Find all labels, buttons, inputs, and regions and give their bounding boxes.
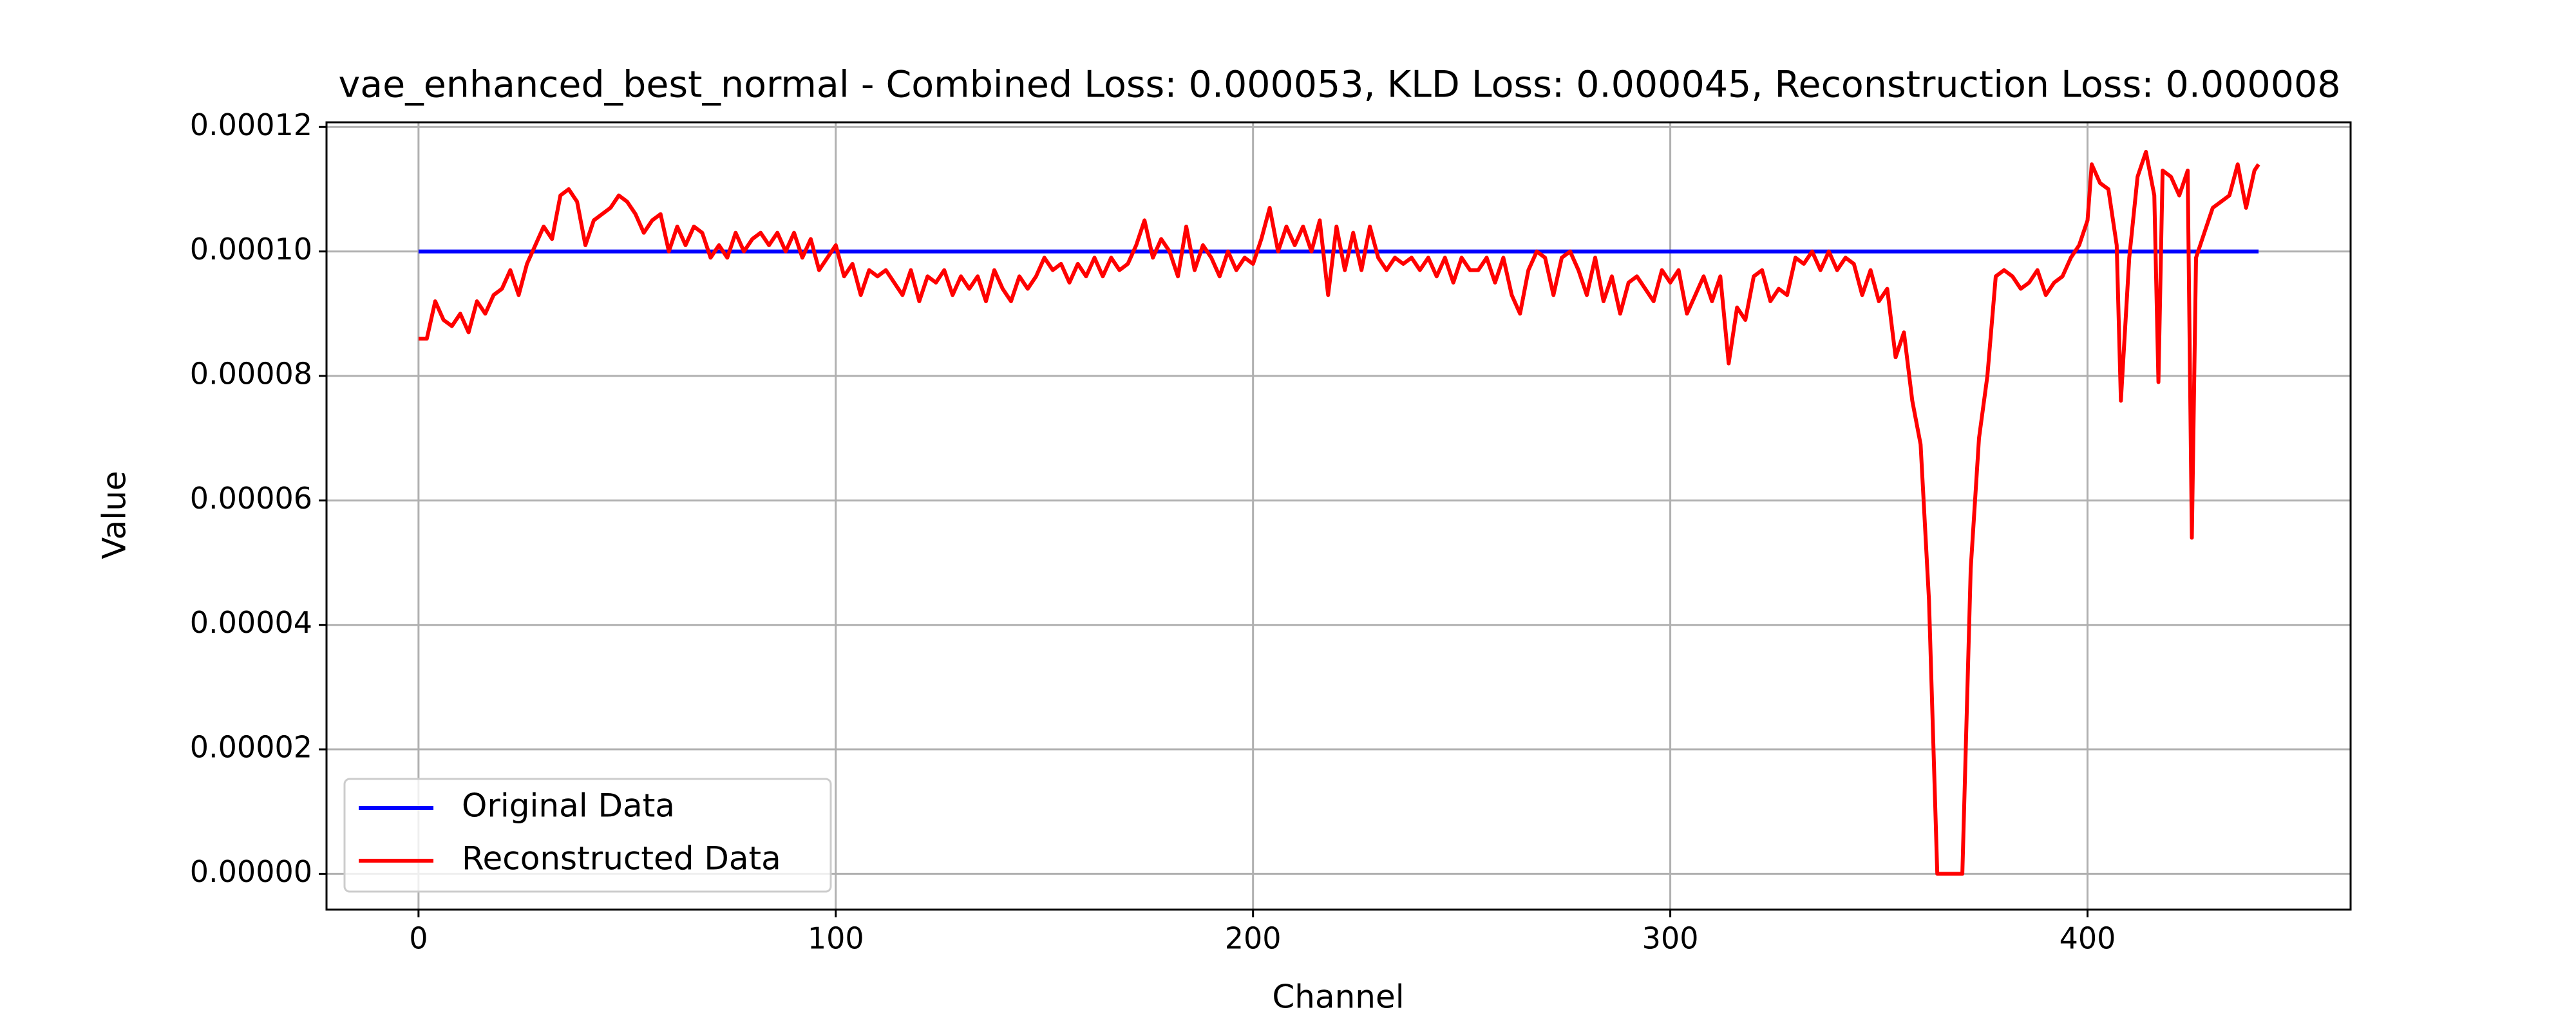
y-tick-label: 0.00004 — [190, 605, 312, 640]
x-tick-label: 300 — [1642, 921, 1699, 956]
x-tick-label: 0 — [409, 921, 428, 956]
y-tick-label: 0.00010 — [190, 232, 312, 267]
x-tick-label: 400 — [2060, 921, 2116, 956]
y-tick-label: 0.00008 — [190, 356, 312, 391]
x-tick-label: 100 — [808, 921, 864, 956]
legend-label: Reconstructed Data — [462, 840, 781, 877]
plot-frame — [325, 121, 2352, 911]
y-tick-label: 0.00006 — [190, 481, 312, 516]
y-axis-label: Value — [96, 471, 133, 559]
x-tick-label: 200 — [1225, 921, 1282, 956]
x-axis-label: Channel — [1272, 979, 1404, 1016]
y-tick-label: 0.00002 — [190, 730, 312, 765]
y-tick-label: 0.00000 — [190, 854, 312, 889]
data-line — [418, 149, 2260, 876]
legend-box — [343, 778, 832, 893]
legend-label: Original Data — [462, 787, 675, 825]
chart-title: vae_enhanced_best_normal - Combined Loss… — [338, 64, 2340, 106]
legend: Original Data Reconstructed Data — [343, 778, 832, 893]
y-tick-label: 0.00012 — [190, 108, 312, 142]
